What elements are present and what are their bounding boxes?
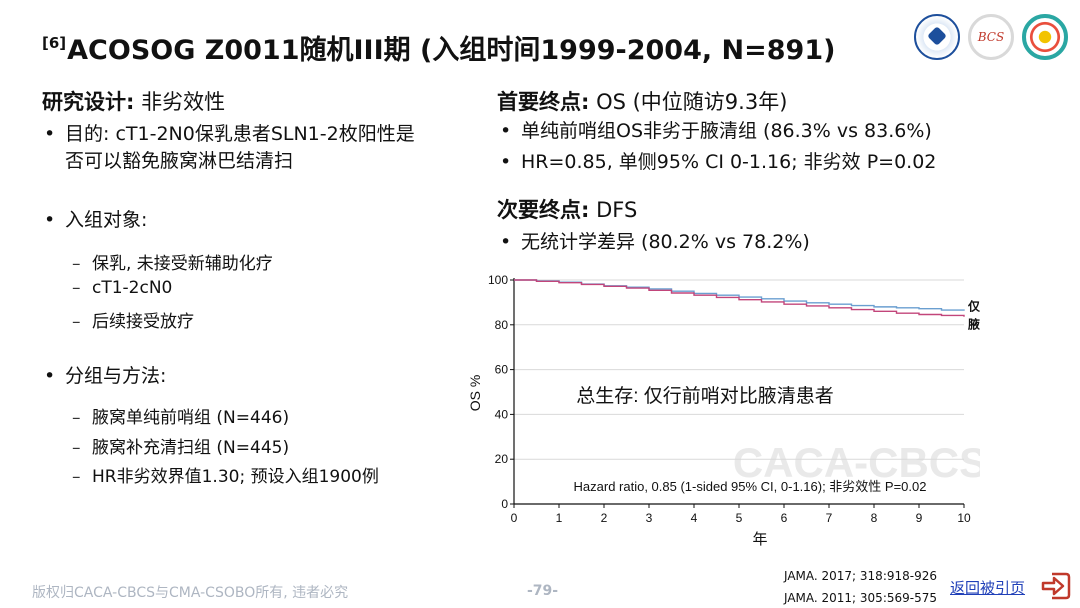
y-axis-label: OS % <box>467 375 483 412</box>
hazard-ratio-annotation: Hazard ratio, 0.85 (1-sided 95% CI, 0-1.… <box>574 479 927 494</box>
cancer-association-logo-icon <box>914 14 960 60</box>
purpose-bullet: • 目的: cT1-2N0保乳患者SLN1-2枚阳性是否可以豁免腋窝淋巴结清扫 <box>44 123 415 172</box>
group-item: – HR非劣效界值1.30; 预设入组1900例 <box>72 467 379 487</box>
x-tick-label: 1 <box>556 511 563 525</box>
return-arrow-icon[interactable] <box>1040 570 1072 602</box>
population-bullet: • 入组对象: <box>44 209 148 231</box>
x-tick-label: 9 <box>916 511 923 525</box>
y-tick-label: 100 <box>488 273 508 287</box>
secondary-item: • 无统计学差异 (80.2% vs 78.2%) <box>500 231 810 253</box>
x-axis-label: 年 <box>752 531 767 548</box>
slide-title: [6]ACOSOG Z0011随机III期 (入组时间1999-2004, N=… <box>42 28 835 67</box>
reference-marker: [6] <box>42 34 67 52</box>
society-logo-icon <box>1022 14 1068 60</box>
series-label-1: 仅行前哨 <box>967 299 980 314</box>
reference-citation: JAMA. 2017; 318:918-926 <box>784 569 937 583</box>
population-item: – 保乳, 未接受新辅助化疗 <box>72 254 273 274</box>
primary-endpoint-heading: 首要终点: OS (中位随访9.3年) <box>497 90 788 114</box>
bcs-logo-icon: BCS <box>968 14 1014 60</box>
title-text: ACOSOG Z0011随机III期 (入组时间1999-2004, N=891… <box>67 35 836 66</box>
group-item: – 腋窝补充清扫组 (N=445) <box>72 438 290 458</box>
x-tick-label: 10 <box>957 511 971 525</box>
population-item: – cT1-2cN0 <box>72 278 173 298</box>
x-tick-label: 7 <box>826 511 833 525</box>
y-tick-label: 80 <box>495 318 509 332</box>
os-survival-chart: CACA-CBCS 0 20 40 60 80 100 0 1 2 3 4 5 6 7 8 9 10 年 OS % 仅行… <box>467 273 980 548</box>
back-to-citation-link[interactable]: 返回被引页 <box>950 579 1026 597</box>
design-heading: 研究设计: 非劣效性 <box>42 90 226 114</box>
y-tick-label: 40 <box>495 407 509 421</box>
x-tick-label: 5 <box>736 511 743 525</box>
logo-group: BCS <box>914 14 1068 60</box>
x-tick-label: 6 <box>781 511 788 525</box>
primary-item: • 单纯前哨组OS非劣于腋清组 (86.3% vs 83.6%) <box>500 120 932 142</box>
chart-title: 总生存: 仅行前哨对比腋清患者 <box>576 385 834 407</box>
y-tick-label: 0 <box>501 497 508 511</box>
watermark-text: CACA-CBCS <box>733 439 980 486</box>
series-label-2: 腋清 <box>968 317 980 332</box>
x-tick-label: 2 <box>601 511 608 525</box>
x-tick-label: 3 <box>646 511 653 525</box>
x-tick-label: 0 <box>511 511 518 525</box>
x-tick-label: 8 <box>871 511 878 525</box>
x-tick-label: 4 <box>691 511 698 525</box>
copyright-notice: 版权归CACA-CBCS与CMA-CSOBO所有, 违者必究 <box>32 585 349 601</box>
group-item: – 腋窝单纯前哨组 (N=446) <box>72 408 290 428</box>
groups-bullet: • 分组与方法: <box>44 365 167 387</box>
y-tick-label: 20 <box>495 452 509 466</box>
primary-item: • HR=0.85, 单侧95% CI 0-1.16; 非劣效 P=0.02 <box>500 151 937 173</box>
secondary-endpoint-heading: 次要终点: DFS <box>497 198 638 222</box>
y-tick-label: 60 <box>495 363 509 377</box>
series-line-2 <box>514 279 965 317</box>
population-item: – 后续接受放疗 <box>72 312 194 332</box>
reference-citation: JAMA. 2011; 305:569-575 <box>784 591 937 605</box>
page-number: -79- <box>527 583 559 599</box>
